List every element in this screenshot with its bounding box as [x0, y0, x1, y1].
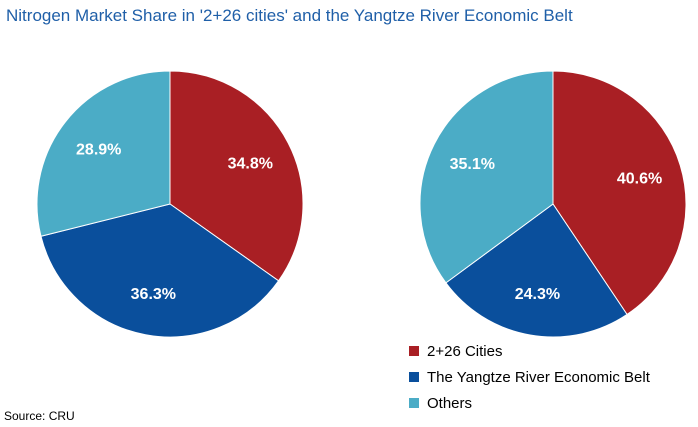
legend-label: Others	[427, 394, 473, 412]
legend: 2+26 Cities The Yangtze River Economic B…	[409, 338, 650, 416]
pie-data-label: 35.1%	[450, 156, 495, 173]
pie-slice-2-26-cities	[552, 70, 687, 316]
pie-data-label: 34.8%	[228, 155, 273, 172]
pie-slice-2-26-cities	[169, 70, 304, 282]
pie-slice-others	[419, 70, 554, 284]
pie-slice-the-yangtze-river-economic-belt	[40, 203, 280, 338]
pie-data-label: 28.9%	[76, 141, 121, 158]
legend-swatch	[409, 398, 419, 408]
pie-data-label: 24.3%	[515, 286, 560, 303]
pie-data-label: 36.3%	[131, 286, 176, 303]
legend-swatch	[409, 346, 419, 356]
pie-slice-the-yangtze-river-economic-belt	[445, 203, 628, 338]
legend-swatch	[409, 372, 419, 382]
chart-title: Nitrogen Market Share in '2+26 cities' a…	[6, 6, 573, 25]
pie-chart-2-26-cities-share: 34.8% 36.3% 28.9%	[36, 70, 304, 338]
legend-item-yangtze-river-economic-belt: The Yangtze River Economic Belt	[409, 364, 650, 390]
pie-slice-others	[36, 70, 171, 237]
legend-label: The Yangtze River Economic Belt	[427, 368, 650, 386]
legend-label: 2+26 Cities	[427, 342, 503, 360]
pie-data-label: 40.6%	[617, 171, 662, 188]
source-note: Source: CRU	[4, 409, 75, 423]
legend-item-others: Others	[409, 390, 650, 416]
legend-item-2-26-cities: 2+26 Cities	[409, 338, 650, 364]
pie-chart-yangtze-share: 40.6% 24.3% 35.1%	[419, 70, 687, 338]
